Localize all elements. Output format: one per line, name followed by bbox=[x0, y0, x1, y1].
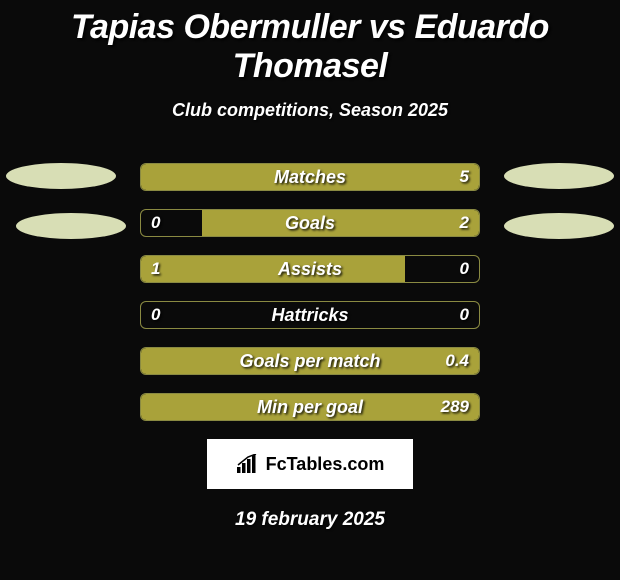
stat-label: Hattricks bbox=[141, 302, 479, 328]
stat-bar-assists: 10Assists bbox=[140, 255, 480, 283]
stat-bar-goals: 02Goals bbox=[140, 209, 480, 237]
player-left-ellipse-2 bbox=[16, 213, 126, 239]
stat-value-left: 0 bbox=[151, 210, 160, 236]
logo-text: FcTables.com bbox=[266, 454, 385, 475]
stat-value-right: 5 bbox=[460, 164, 469, 190]
stat-value-right: 0 bbox=[460, 256, 469, 282]
subtitle: Club competitions, Season 2025 bbox=[0, 100, 620, 121]
stat-bar-min-per-goal: 289Min per goal bbox=[140, 393, 480, 421]
date-text: 19 february 2025 bbox=[0, 509, 620, 531]
stat-bar-goals-per-match: 0.4Goals per match bbox=[140, 347, 480, 375]
player-right-ellipse-2 bbox=[504, 213, 614, 239]
player-right-ellipse-1 bbox=[504, 163, 614, 189]
stat-value-left: 0 bbox=[151, 302, 160, 328]
stat-value-right: 289 bbox=[441, 394, 469, 420]
stat-bar-matches: 5Matches bbox=[140, 163, 480, 191]
stat-value-left: 1 bbox=[151, 256, 160, 282]
stat-value-right: 0.4 bbox=[445, 348, 469, 374]
fctables-logo: FcTables.com bbox=[207, 439, 413, 489]
chart-icon bbox=[236, 454, 260, 474]
comparison-content: 5Matches02Goals10Assists00Hattricks0.4Go… bbox=[0, 163, 620, 531]
player-left-ellipse-1 bbox=[6, 163, 116, 189]
stat-bars: 5Matches02Goals10Assists00Hattricks0.4Go… bbox=[140, 163, 480, 421]
stat-value-right: 0 bbox=[460, 302, 469, 328]
page-title: Tapias Obermuller vs Eduardo Thomasel bbox=[0, 0, 620, 86]
stat-value-right: 2 bbox=[460, 210, 469, 236]
stat-bar-hattricks: 0 0Hattricks bbox=[140, 301, 480, 329]
